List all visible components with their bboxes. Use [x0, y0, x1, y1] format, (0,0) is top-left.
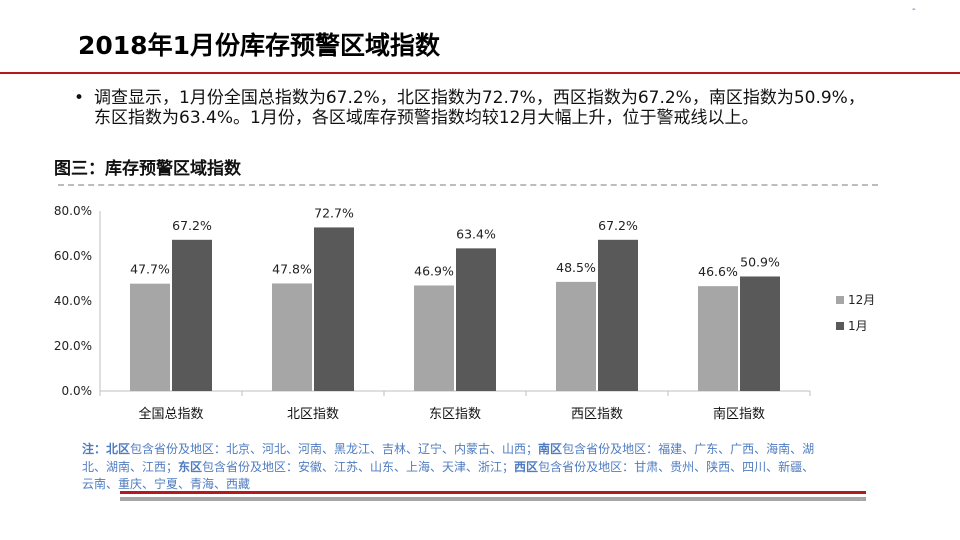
data-label: 48.5%: [556, 260, 596, 275]
bar-chart: 0.0% 20.0% 40.0% 60.0% 80.0% 47.7% 67.2% 全国总指数 4…: [54, 204, 875, 422]
note-region-east: 东区: [178, 459, 203, 474]
x-tick-label: 南区指数: [713, 406, 765, 422]
y-tick-label: 20.0%: [54, 339, 92, 353]
bar-dec: [272, 283, 312, 391]
bar-jan: [456, 248, 496, 391]
data-label: 67.2%: [172, 218, 212, 233]
y-tick-label: 40.0%: [54, 294, 92, 308]
y-tick-label: 0.0%: [62, 384, 93, 398]
data-label: 63.4%: [456, 226, 496, 241]
chart-caption: 图三：库存预警区域指数: [54, 159, 241, 179]
summary-bullet: • 调查显示，1月份全国总指数为67.2%，北区指数为72.7%，西区指数为67…: [74, 88, 880, 128]
data-label: 46.9%: [414, 263, 454, 278]
legend-swatch: [836, 322, 844, 330]
corner-mark: -: [912, 4, 916, 15]
y-tick-label: 60.0%: [54, 249, 92, 263]
x-tick-label: 全国总指数: [138, 406, 203, 422]
bar-jan: [172, 239, 212, 391]
x-tick-label: 东区指数: [429, 407, 481, 422]
title-rule: [0, 72, 960, 74]
bar-jan: [314, 227, 354, 391]
data-label: 47.7%: [130, 262, 170, 277]
bar-dec: [130, 283, 170, 391]
legend-label: 1月: [848, 319, 868, 333]
y-tick-label: 80.0%: [54, 204, 92, 218]
bar-dec: [414, 285, 454, 391]
data-label: 67.2%: [598, 218, 638, 233]
legend-label: 12月: [848, 293, 875, 307]
data-label: 50.9%: [740, 254, 780, 269]
note-text-west: 包含省份及地区：甘肃、贵州、陕西、四川、新疆、云南、重庆、宁夏、青海、西藏: [82, 459, 815, 492]
data-label: 72.7%: [314, 205, 354, 220]
page-title: 2018年1月份库存预警区域指数: [78, 31, 440, 60]
note-text-north: 包含省份及地区：北京、河北、河南、黑龙江、吉林、辽宁、内蒙古、山西；: [130, 442, 539, 456]
summary-text: 调查显示，1月份全国总指数为67.2%，北区指数为72.7%，西区指数为67.2…: [94, 88, 865, 128]
footer-mark: ·: [860, 495, 864, 506]
note-region-west: 西区: [514, 459, 539, 474]
note-prefix: 注：: [82, 442, 107, 456]
legend-swatch: [836, 296, 844, 304]
footer-gray-rule: [120, 497, 866, 501]
data-label: 47.8%: [272, 261, 312, 276]
x-tick-label: 西区指数: [571, 407, 623, 422]
note-region-north: 北区: [106, 442, 131, 456]
note-text-south: 包含省份及地区：福建、广东、广西、海南、湖北、湖南、江西；: [82, 442, 815, 474]
bullet-icon: •: [74, 88, 85, 108]
bar-dec: [698, 286, 738, 391]
bar-jan: [598, 239, 638, 391]
note-region-south: 南区: [538, 442, 563, 456]
data-label: 46.6%: [698, 264, 738, 279]
dashed-divider: [58, 184, 878, 186]
note-text-east: 包含省份及地区：安徽、江苏、山东、上海、天津、浙江；: [202, 459, 515, 474]
bar-dec: [556, 281, 596, 391]
x-tick-label: 北区指数: [287, 407, 339, 422]
bar-jan: [740, 276, 780, 391]
footer-red-rule: [120, 491, 866, 494]
region-note: 注：北区包含省份及地区：北京、河北、河南、黑龙江、吉林、辽宁、内蒙古、山西；南区…: [82, 441, 822, 494]
